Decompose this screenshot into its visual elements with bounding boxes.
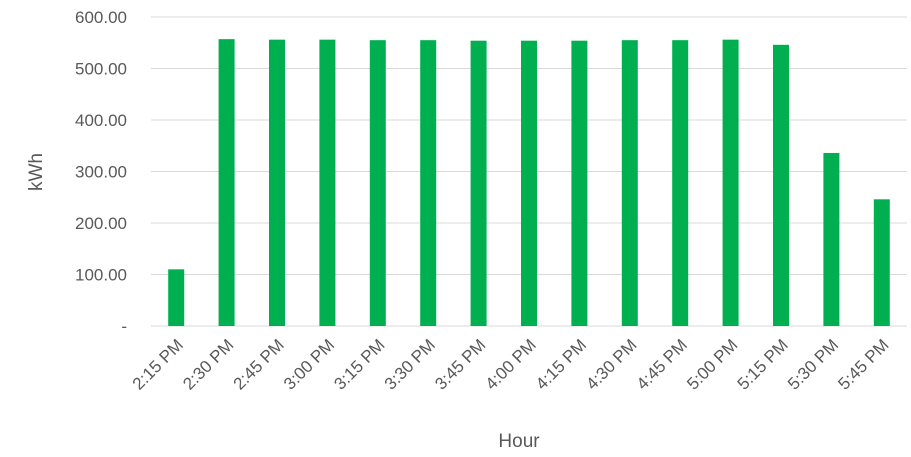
y-tick-label: - — [121, 317, 127, 336]
bar — [672, 40, 689, 327]
bar — [773, 44, 789, 327]
bar — [873, 199, 890, 326]
x-axis-title: Hour — [498, 431, 540, 452]
x-tick-label: 4:45 PM — [633, 335, 691, 393]
x-tick-label: 5:45 PM — [834, 335, 892, 393]
y-tick-label: 200.00 — [75, 214, 127, 233]
y-tick-label: 400.00 — [75, 111, 127, 130]
x-tick-label: 5:15 PM — [734, 335, 792, 393]
bar — [521, 40, 537, 326]
bar — [621, 40, 638, 327]
y-tick-label: 600.00 — [75, 8, 127, 27]
x-tick-label: 2:30 PM — [179, 335, 237, 393]
x-tick-label: 3:00 PM — [280, 335, 338, 393]
bar — [722, 39, 739, 326]
x-tick-label: 3:15 PM — [330, 335, 388, 393]
y-tick-label: 300.00 — [75, 163, 127, 182]
bar — [319, 39, 336, 326]
x-tick-label: 5:30 PM — [784, 335, 842, 393]
bar — [168, 269, 185, 326]
x-tick-label: 2:45 PM — [230, 335, 288, 393]
x-tick-label: 2:15 PM — [129, 335, 187, 393]
x-tick-label: 4:00 PM — [482, 335, 540, 393]
x-tick-label: 3:30 PM — [381, 335, 439, 393]
bar — [470, 40, 487, 326]
y-tick-label: 500.00 — [75, 60, 127, 79]
x-tick-label: 5:00 PM — [683, 335, 741, 393]
bar — [218, 39, 235, 327]
y-tick-label: 100.00 — [75, 266, 127, 285]
bar — [823, 152, 840, 326]
y-axis-title: kWh — [26, 153, 47, 191]
bar — [369, 40, 386, 327]
bars — [168, 39, 890, 327]
x-axis-ticks: 2:15 PM2:30 PM2:45 PM3:00 PM3:15 PM3:30 … — [129, 335, 893, 393]
x-tick-label: 4:30 PM — [582, 335, 640, 393]
x-tick-label: 4:15 PM — [532, 335, 590, 393]
y-axis-ticks: - 100.00 200.00 300.00 400.00 500.00 600.00 — [75, 8, 127, 336]
bar — [420, 40, 437, 327]
bar — [269, 39, 285, 326]
x-tick-label: 3:45 PM — [431, 335, 489, 393]
bar — [571, 40, 588, 326]
